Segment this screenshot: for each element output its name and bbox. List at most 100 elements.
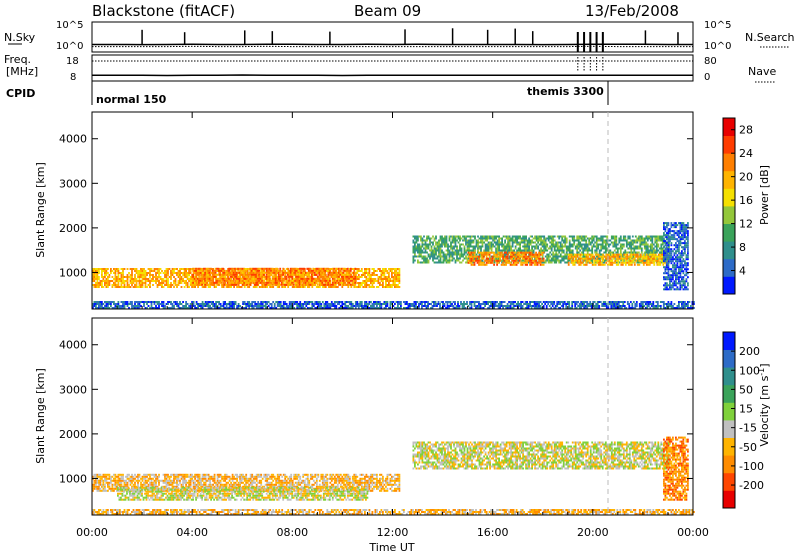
power-cell	[104, 274, 106, 276]
power-cell	[516, 241, 518, 244]
power-cell	[321, 275, 324, 278]
power-cell	[610, 251, 613, 254]
power-cell	[162, 307, 165, 309]
power-cell	[511, 237, 514, 240]
power-cell	[271, 279, 274, 282]
power-cell	[389, 286, 392, 288]
power-cell	[257, 303, 260, 305]
power-cell	[639, 247, 642, 250]
power-cell	[576, 235, 579, 238]
power-cell	[418, 251, 421, 254]
power-cell	[598, 237, 601, 240]
power-cell	[258, 303, 261, 305]
power-cell	[444, 253, 446, 256]
power-cell	[101, 282, 103, 284]
power-cell	[227, 284, 229, 286]
power-cell	[221, 286, 223, 288]
power-cell	[463, 307, 465, 309]
power-cell	[643, 259, 646, 262]
power-cell	[619, 247, 622, 250]
power-cell	[430, 255, 433, 258]
power-cell	[628, 241, 631, 244]
power-cell	[107, 305, 109, 307]
power-cell	[523, 303, 525, 305]
power-cell	[517, 301, 519, 303]
power-cell	[177, 272, 180, 274]
power-cell	[540, 247, 542, 250]
power-cell	[472, 245, 475, 248]
power-cell	[191, 284, 193, 286]
power-cell	[278, 286, 281, 288]
power-cell	[123, 282, 126, 284]
power-cell	[156, 307, 159, 309]
power-cell	[529, 239, 532, 242]
power-cell	[353, 286, 356, 288]
power-cell	[516, 251, 518, 254]
power-cell	[207, 279, 209, 282]
power-cell	[476, 305, 479, 307]
power-cell	[213, 269, 215, 272]
power-cell	[313, 269, 316, 272]
power-cell	[122, 274, 124, 276]
power-cell	[624, 239, 627, 242]
power-cell	[433, 255, 436, 258]
power-cell	[645, 251, 648, 254]
power-cell	[490, 249, 493, 252]
power-cell	[360, 270, 363, 272]
power-cell	[445, 261, 448, 264]
power-cell	[95, 270, 97, 272]
power-cell	[618, 255, 621, 258]
power-cell	[679, 307, 682, 309]
power-cell	[595, 241, 598, 244]
power-cell	[418, 303, 420, 305]
power-cell	[271, 281, 274, 284]
power-cell	[504, 255, 506, 258]
power-cell	[191, 301, 193, 303]
freq-left-unit: [MHz]	[6, 65, 38, 78]
power-cell	[194, 280, 196, 282]
power-cell	[319, 279, 322, 282]
power-cell	[580, 247, 583, 250]
power-cell	[546, 257, 549, 260]
power-cell	[557, 303, 560, 305]
power-cell	[152, 280, 154, 282]
power-cell	[619, 243, 622, 246]
power-cell	[591, 249, 594, 252]
power-cell	[568, 259, 571, 262]
power-cell	[116, 284, 118, 286]
power-cell	[432, 251, 434, 254]
power-cell	[609, 249, 612, 252]
power-cell	[186, 274, 189, 276]
power-cell	[254, 303, 257, 305]
power-cell	[149, 280, 151, 282]
power-cell	[168, 276, 171, 278]
power-cell	[555, 251, 558, 254]
power-cell	[630, 245, 633, 248]
power-cell	[595, 239, 598, 242]
power-cell	[474, 257, 476, 260]
power-cell	[564, 241, 567, 244]
power-cell	[487, 307, 489, 309]
power-cell	[397, 301, 399, 303]
power-cell	[623, 301, 626, 303]
power-cell	[426, 245, 428, 248]
power-cell	[252, 267, 255, 270]
power-cell	[176, 301, 178, 303]
power-cell	[345, 277, 348, 280]
power-cell	[92, 284, 94, 286]
power-cell	[122, 282, 124, 284]
power-cell	[219, 281, 221, 284]
power-cell	[649, 237, 652, 240]
power-cell	[521, 301, 524, 303]
power-cell	[487, 245, 490, 248]
power-cell	[493, 241, 496, 244]
power-cell	[412, 261, 415, 264]
power-cell	[574, 261, 577, 264]
power-cell	[466, 257, 469, 260]
power-cell	[308, 286, 311, 288]
power-cell	[634, 305, 637, 307]
power-cell	[299, 301, 302, 303]
power-cell	[429, 257, 431, 260]
power-cell	[583, 303, 586, 305]
power-cell	[182, 272, 184, 274]
